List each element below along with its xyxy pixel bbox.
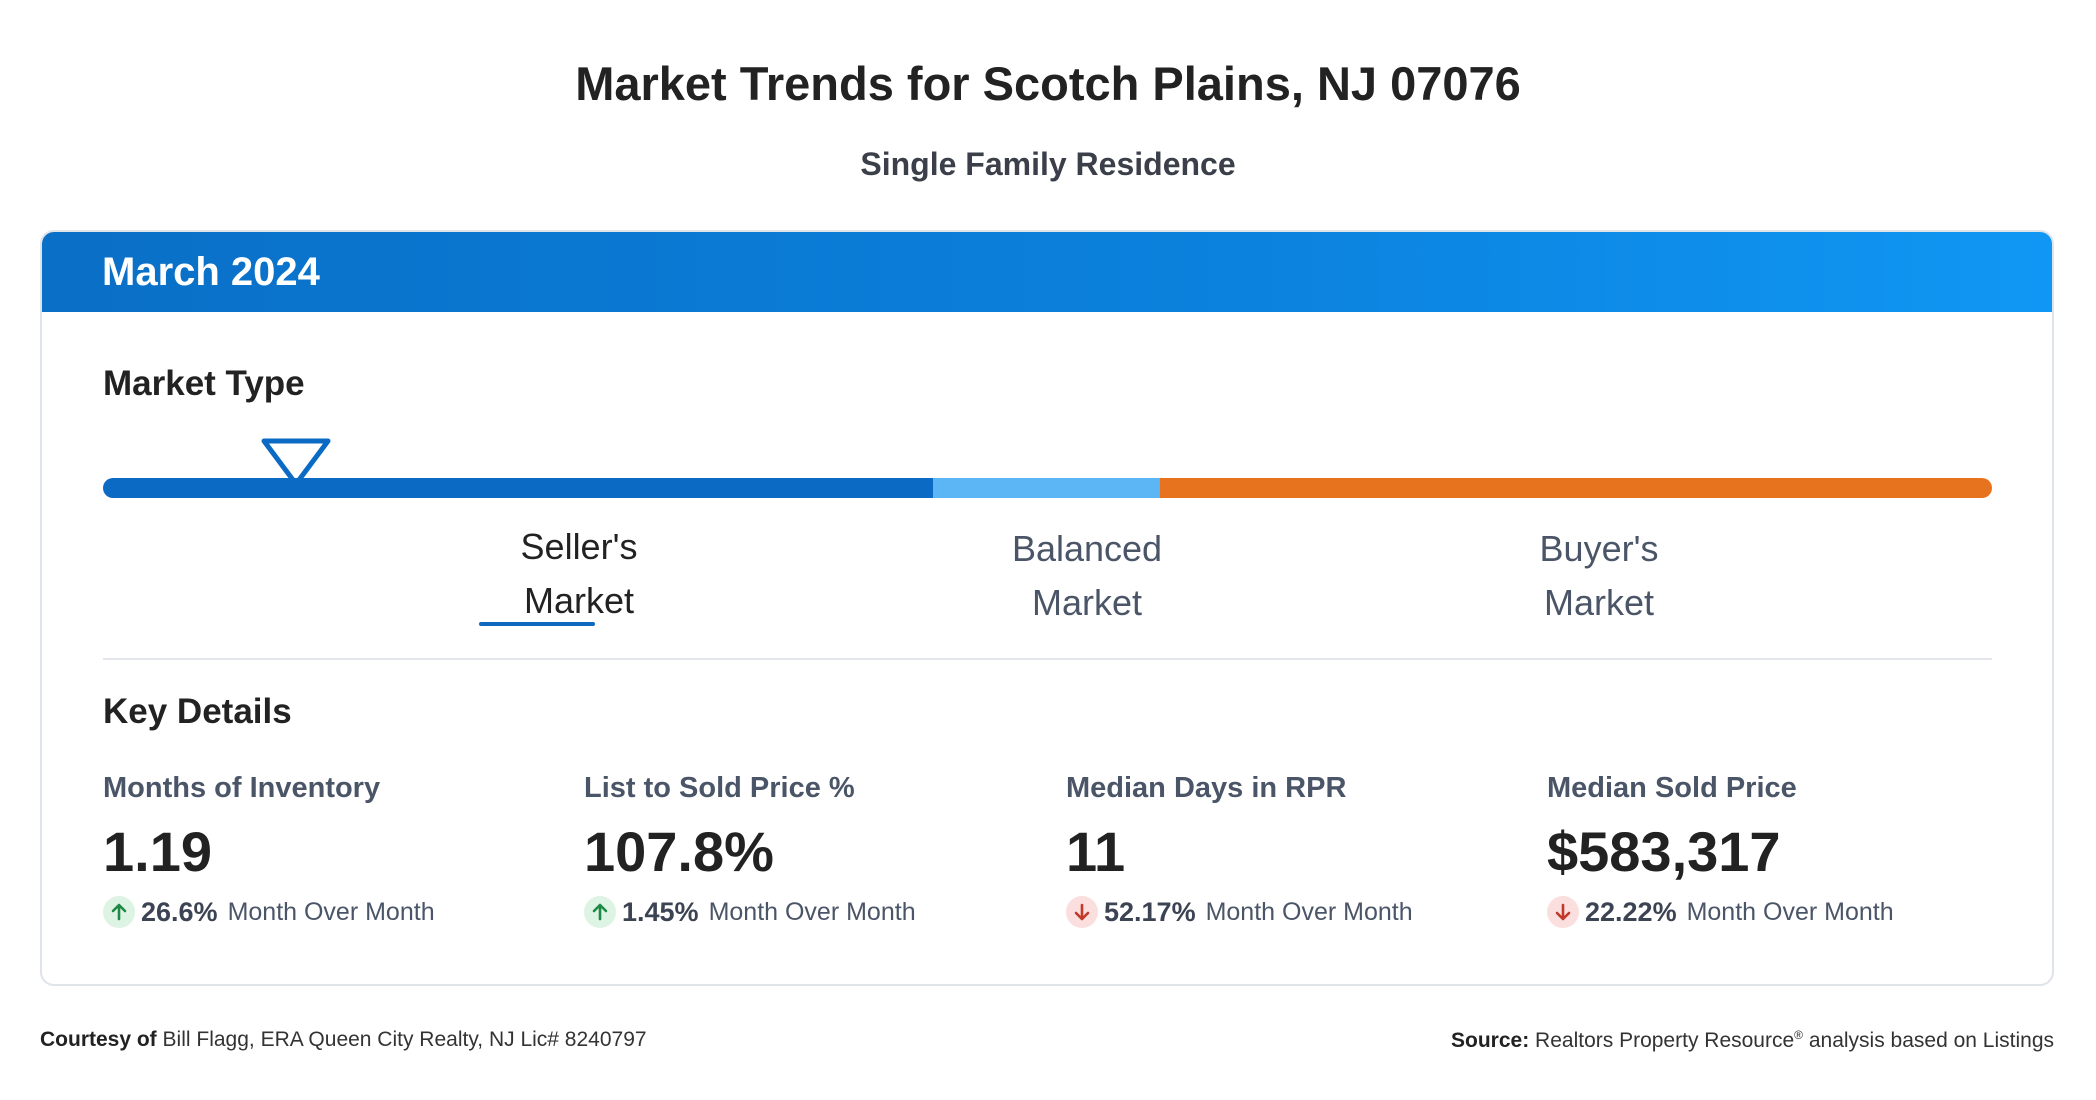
page-subtitle: Single Family Residence [860,146,1236,182]
arrow-up-icon [103,896,135,928]
key-details-heading: Key Details [103,692,292,731]
market-indicator-marker [261,438,331,487]
market-type-bar [103,478,1992,498]
card-header: March 2024 [42,232,2052,312]
seller-market-segment [103,478,933,498]
market-type-heading: Market Type [103,364,305,403]
change-percent: 26.6% [141,896,218,927]
change-text: Month Over Month [1205,897,1413,926]
stat-list-to-sold-price: List to Sold Price % 107.8% 1.45% Month … [584,772,1044,928]
market-trends-card: March 2024 Market Type Seller's Market B… [40,230,2054,986]
stat-label: Months of Inventory [103,772,381,804]
change-percent: 52.17% [1104,896,1196,927]
stat-change: 1.45% Month Over Month [584,896,1044,928]
registered-mark: ® [1794,1028,1803,1042]
arrow-up-icon [584,896,616,928]
balanced-market-label: Balanced Market [1011,528,1163,623]
source-suffix: analysis based on Listings [1808,1029,2054,1052]
stat-change: 22.22% Month Over Month [1547,896,2007,928]
period-label: March 2024 [102,250,320,294]
buyer-market-segment [1160,478,1992,498]
source-footer: Source: Realtors Property Resource® anal… [1451,1028,2054,1053]
stat-value: 11 [1066,820,1126,883]
source-text: Realtors Property Resource [1535,1029,1795,1052]
stat-value: $583,317 [1547,820,1781,883]
buyers-market-label: Buyer's Market [1539,528,1659,623]
source-label: Source: [1451,1029,1530,1052]
change-text: Month Over Month [708,897,916,926]
courtesy-text: Bill Flagg, ERA Queen City Realty, NJ Li… [162,1028,647,1051]
stat-label: List to Sold Price % [584,772,855,804]
change-text: Month Over Month [1686,897,1894,926]
stat-median-days-in-rpr: Median Days in RPR 11 52.17% Month Over … [1066,772,1526,928]
courtesy-footer: Courtesy of Bill Flagg, ERA Queen City R… [40,1028,647,1052]
section-divider [103,658,1992,660]
sellers-market-underline [479,622,595,626]
sellers-market-label: Seller's Market [520,526,638,621]
stat-label: Median Sold Price [1547,772,1797,804]
change-text: Month Over Month [227,897,435,926]
stat-value: 107.8% [584,820,774,883]
stat-label: Median Days in RPR [1066,772,1347,804]
arrow-down-icon [1547,896,1579,928]
arrow-down-icon [1066,896,1098,928]
stat-change: 26.6% Month Over Month [103,896,563,928]
change-percent: 1.45% [622,896,699,927]
change-percent: 22.22% [1585,896,1677,927]
stat-months-of-inventory: Months of Inventory 1.19 26.6% Month Ove… [103,772,563,928]
stat-median-sold-price: Median Sold Price $583,317 22.22% Month … [1547,772,2007,928]
stat-change: 52.17% Month Over Month [1066,896,1526,928]
stat-value: 1.19 [103,820,212,883]
page-title: Market Trends for Scotch Plains, NJ 0707… [575,57,1521,110]
courtesy-label: Courtesy of [40,1028,157,1051]
balanced-market-segment [933,478,1160,498]
